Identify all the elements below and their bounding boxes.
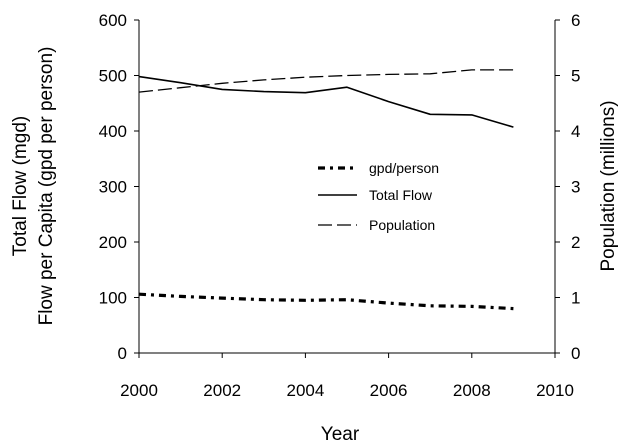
- right-tick-label: 3: [571, 178, 580, 197]
- x-tick-label: 2008: [453, 381, 491, 400]
- legend-label-0: gpd/person: [369, 160, 439, 176]
- left-tick-label: 500: [99, 67, 127, 86]
- x-tick-label: 2010: [536, 381, 574, 400]
- right-tick-label: 2: [571, 233, 580, 252]
- legend-label-1: Total Flow: [369, 187, 433, 203]
- x-tick-label: 2002: [203, 381, 241, 400]
- left-tick-label: 200: [99, 233, 127, 252]
- left-tick-label: 300: [99, 178, 127, 197]
- x-axis-title: Year: [321, 424, 360, 444]
- y2-axis-title: Population (millions): [598, 100, 619, 271]
- left-axis-ticks: 0 100 200 300 400 500 600: [99, 11, 139, 363]
- y-axis-title-2: Flow per Capita (gpd per person): [36, 47, 57, 326]
- y-axis-title-1: Total Flow (mgd): [10, 116, 31, 256]
- x-tick-label: 2004: [286, 381, 324, 400]
- right-tick-label: 5: [571, 67, 580, 86]
- x-tick-label: 2000: [120, 381, 158, 400]
- left-tick-label: 400: [99, 122, 127, 141]
- right-axis-ticks: 0 1 2 3 4 5 6: [555, 11, 580, 363]
- series-line-2: [138, 69, 514, 93]
- series-line-1: [138, 75, 514, 128]
- left-tick-label: 100: [99, 289, 127, 308]
- left-tick-label: 0: [118, 344, 127, 363]
- legend: gpd/person Total Flow Population: [318, 160, 439, 233]
- x-tick-label: 2006: [370, 381, 408, 400]
- right-tick-label: 6: [571, 11, 580, 30]
- left-tick-label: 600: [99, 11, 127, 30]
- right-tick-label: 1: [571, 289, 580, 308]
- series-line-0: [138, 292, 514, 311]
- series-layer: [138, 69, 514, 311]
- right-tick-label: 4: [571, 122, 580, 141]
- right-tick-label: 0: [571, 344, 580, 363]
- x-axis-ticks: 2000 2002 2004 2006 2008 2010: [120, 353, 574, 400]
- legend-label-2: Population: [369, 217, 435, 233]
